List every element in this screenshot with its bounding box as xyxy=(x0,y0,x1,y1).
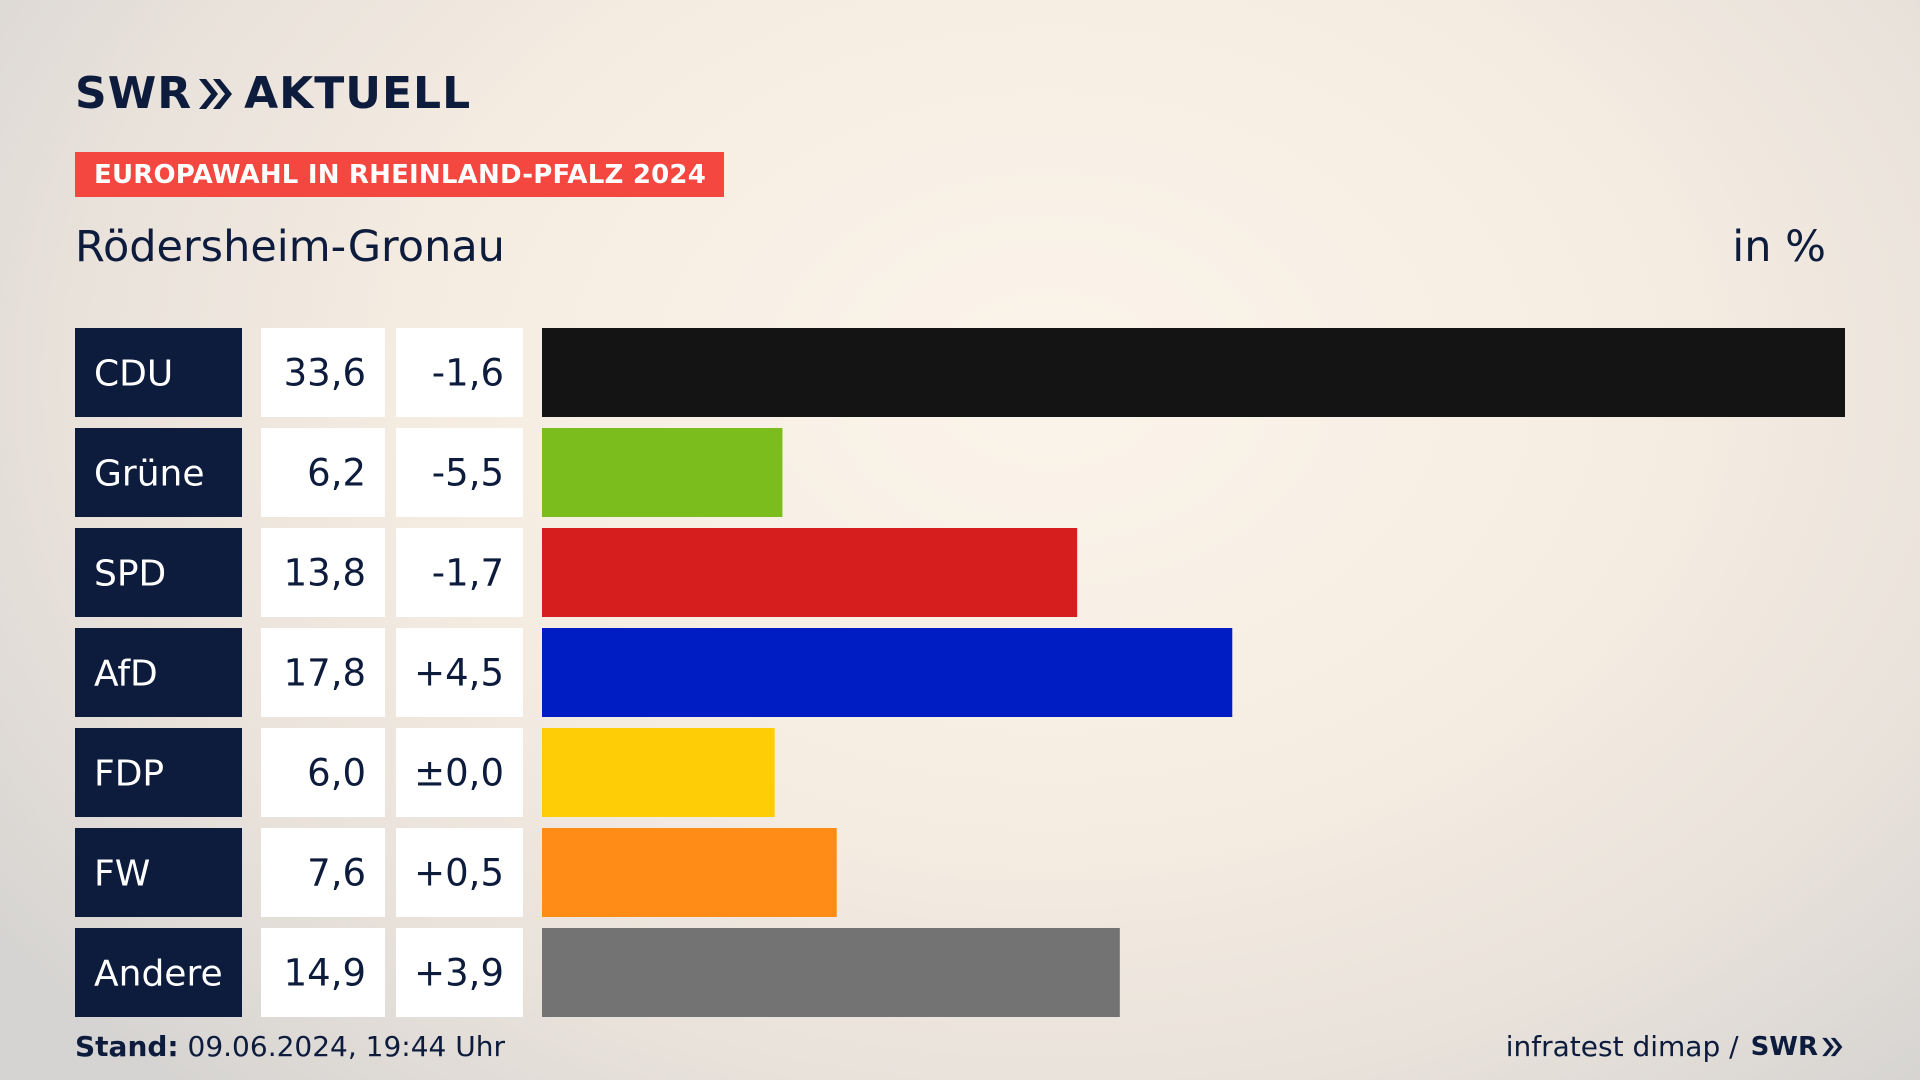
value-label: 7,6 xyxy=(307,852,366,895)
value-label: 6,0 xyxy=(307,752,366,795)
value-cell xyxy=(261,528,385,617)
change-cell xyxy=(396,928,523,1017)
party-label-bg xyxy=(75,928,242,1017)
logo-aktuell-text: AKTUELL xyxy=(244,68,472,119)
change-cell xyxy=(396,628,523,717)
value-cell xyxy=(261,628,385,717)
value-cell xyxy=(261,328,385,417)
party-label-bg xyxy=(75,328,242,417)
swr-aktuell-logo: SWR AKTUELL xyxy=(75,66,471,122)
unit-label: in % xyxy=(1732,222,1826,272)
location-title: Rödersheim-Gronau xyxy=(75,222,505,272)
timestamp: Stand: 09.06.2024, 19:44 Uhr xyxy=(75,1030,505,1063)
bar-gr-ne xyxy=(542,428,783,517)
value-label: 14,9 xyxy=(284,952,366,995)
party-label: Andere xyxy=(94,954,223,995)
party-label: SPD xyxy=(94,554,166,595)
source-brand: SWR xyxy=(1750,1031,1818,1062)
party-label-bg xyxy=(75,628,242,717)
party-label-bg xyxy=(75,428,242,517)
bar-spd xyxy=(542,528,1078,617)
value-label: 33,6 xyxy=(284,352,366,395)
double-chevron-icon xyxy=(199,79,233,109)
source-credit: infratest dimap / SWR xyxy=(1506,1030,1844,1063)
party-label: FDP xyxy=(94,754,164,795)
bar-fw xyxy=(542,828,837,917)
stand-value: 09.06.2024, 19:44 Uhr xyxy=(187,1030,505,1063)
value-label: 17,8 xyxy=(284,652,366,695)
change-cell xyxy=(396,828,523,917)
change-label: +4,5 xyxy=(414,652,504,695)
value-cell xyxy=(261,828,385,917)
value-label: 13,8 xyxy=(284,552,366,595)
bar-row-fw: FW 7,6 +0,5 xyxy=(75,828,837,917)
bar-andere xyxy=(542,928,1120,1017)
bar-row-gr-ne: Grüne 6,2 -5,5 xyxy=(75,428,783,517)
party-label-bg xyxy=(75,528,242,617)
change-label: +3,9 xyxy=(414,952,504,995)
change-label: +0,5 xyxy=(414,852,504,895)
change-label: -1,7 xyxy=(432,552,504,595)
bar-row-fdp: FDP 6,0 ±0,0 xyxy=(75,728,775,817)
logo-swr-text: SWR xyxy=(75,68,193,119)
bar-fdp xyxy=(542,728,775,817)
party-label-bg xyxy=(75,828,242,917)
party-label: CDU xyxy=(94,354,173,395)
bar-row-spd: SPD 13,8 -1,7 xyxy=(75,528,1078,617)
change-cell xyxy=(396,428,523,517)
value-cell xyxy=(261,928,385,1017)
party-label: FW xyxy=(94,854,150,895)
value-label: 6,2 xyxy=(307,452,366,495)
stand-label: Stand: xyxy=(75,1030,179,1063)
bar-row-cdu: CDU 33,6 -1,6 xyxy=(75,328,1845,417)
party-label: Grüne xyxy=(94,454,204,495)
bar-row-afd: AfD 17,8 +4,5 xyxy=(75,628,1233,717)
bar-cdu xyxy=(542,328,1845,417)
bar-afd xyxy=(542,628,1233,717)
change-label: ±0,0 xyxy=(414,752,504,795)
change-label: -5,5 xyxy=(432,452,504,495)
value-cell xyxy=(261,428,385,517)
change-cell xyxy=(396,528,523,617)
party-label-bg xyxy=(75,728,242,817)
election-banner: EUROPAWAHL IN RHEINLAND-PFALZ 2024 xyxy=(75,152,724,197)
source-text: infratest dimap / xyxy=(1505,1030,1739,1063)
change-cell xyxy=(396,728,523,817)
value-cell xyxy=(261,728,385,817)
change-label: -1,6 xyxy=(432,352,504,395)
party-label: AfD xyxy=(94,654,158,695)
bar-row-andere: Andere 14,9 +3,9 xyxy=(75,928,1120,1017)
change-cell xyxy=(396,328,523,417)
double-chevron-icon xyxy=(1822,1037,1843,1056)
